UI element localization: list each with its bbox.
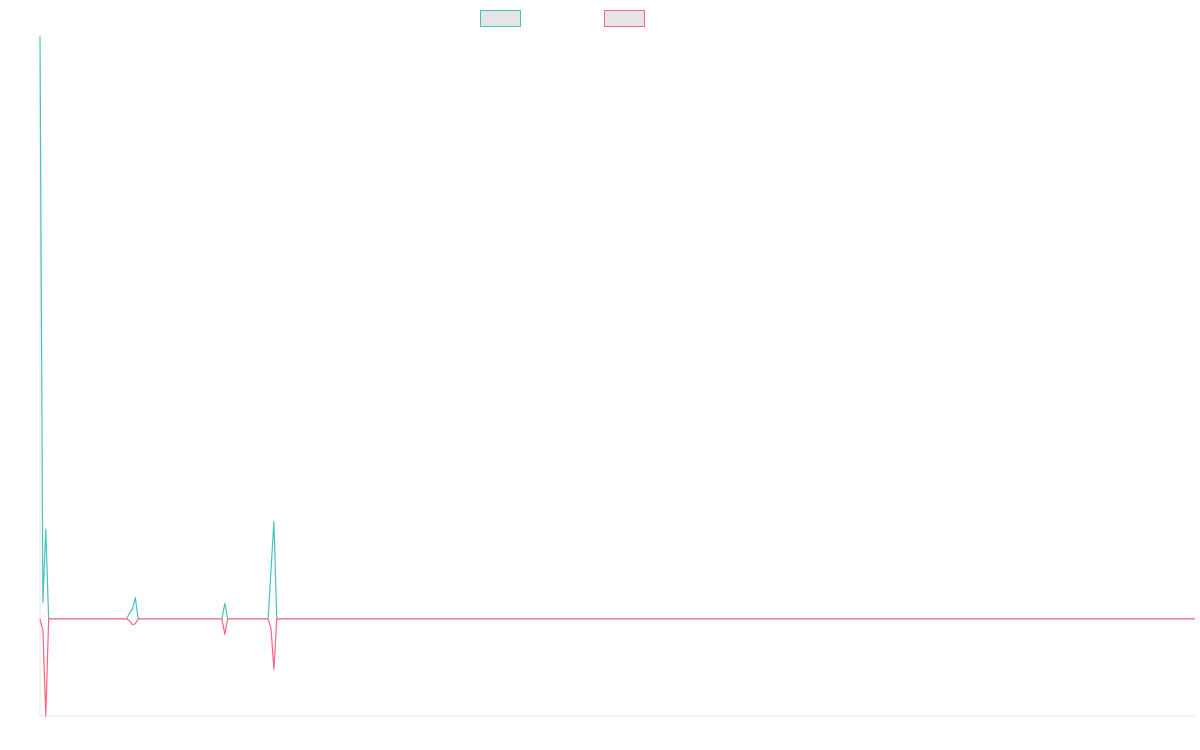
series-line-2 (39, 618, 1195, 717)
legend-swatch-2[interactable] (604, 10, 645, 27)
axes (39, 36, 1195, 717)
legend-swatch-1[interactable] (480, 10, 521, 27)
series-layer (39, 35, 1195, 717)
legend (480, 10, 645, 27)
series-line-1 (39, 35, 1195, 620)
